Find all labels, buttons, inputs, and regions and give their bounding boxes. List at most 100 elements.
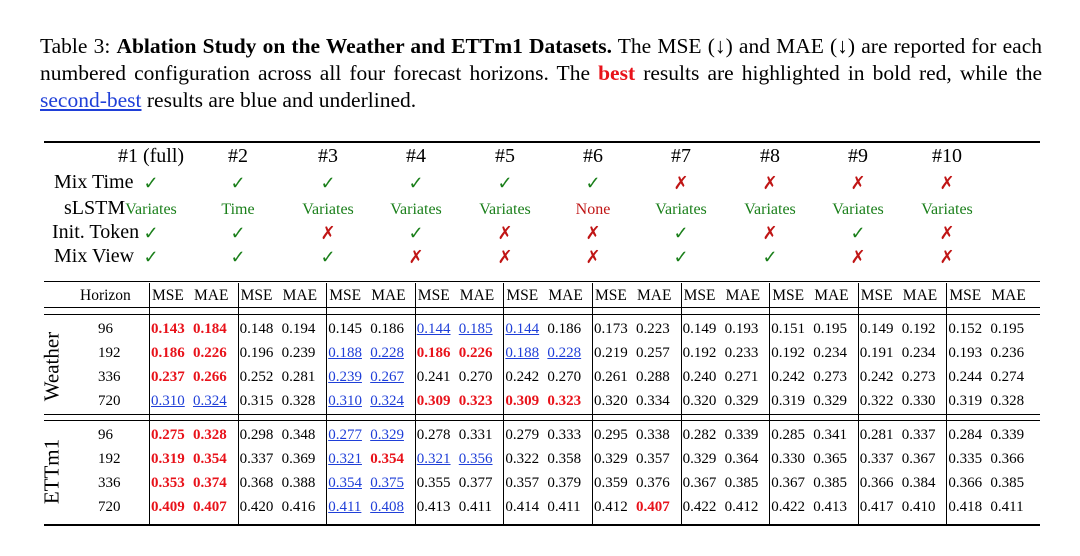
row-label-mix-time: Mix Time — [54, 171, 134, 193]
config-header-9: #9 — [848, 145, 868, 167]
value-cell: 0.144 — [416, 321, 451, 337]
mix-view-mark-4: ✗ — [408, 247, 424, 267]
group-rule-2 — [44, 420, 1040, 421]
config-header-10: #10 — [932, 145, 962, 167]
group-label-weather: Weather — [39, 331, 64, 402]
value-cell: 0.328 — [193, 427, 227, 443]
caption-second-best-link[interactable]: second-best — [40, 88, 142, 112]
value-cell: 0.185 — [458, 321, 493, 337]
value-cell: 0.184 — [193, 321, 227, 337]
value-cell: 0.408 — [370, 499, 404, 515]
value-cell: 0.328 — [281, 393, 316, 409]
init-token-mark-6: ✗ — [585, 223, 601, 243]
config-header-4: #4 — [406, 145, 426, 167]
value-cell: 0.266 — [193, 369, 227, 385]
value-cell: 0.358 — [547, 451, 582, 467]
value-cell: 0.414 — [505, 499, 540, 515]
value-cell: 0.143 — [151, 321, 185, 337]
horizon-ettm1-192: 192 — [98, 451, 121, 467]
value-cell: 0.219 — [594, 345, 628, 361]
column-divider — [149, 283, 150, 525]
value-cell: 0.348 — [281, 427, 316, 443]
value-cell: 0.234 — [901, 345, 936, 361]
value-cell: 0.234 — [813, 345, 847, 361]
value-cell: 0.359 — [594, 475, 628, 491]
slstm-value-10: Variates — [921, 201, 973, 218]
value-cell: 0.324 — [370, 393, 404, 409]
horizon-ettm1-336: 336 — [98, 475, 121, 491]
value-cell: 0.319 — [151, 451, 185, 467]
caption-text-3: results are blue and underlined. — [141, 88, 417, 112]
value-cell: 0.337 — [901, 427, 936, 443]
value-cell: 0.411 — [547, 499, 581, 515]
caption-title: Ablation Study on the Weather and ETTm1 … — [116, 34, 613, 58]
value-cell: 0.417 — [859, 499, 894, 515]
value-cell: 0.322 — [505, 451, 540, 467]
value-cell: 0.149 — [682, 321, 717, 337]
value-cell: 0.310 — [151, 393, 185, 409]
value-cell: 0.284 — [948, 427, 983, 443]
value-cell: 0.188 — [505, 345, 540, 361]
horizon-ettm1-720: 720 — [98, 499, 121, 515]
value-cell: 0.329 — [682, 451, 717, 467]
value-cell: 0.149 — [859, 321, 894, 337]
slstm-value-1: Variates — [125, 201, 177, 218]
value-cell: 0.339 — [724, 427, 759, 443]
value-cell: 0.242 — [859, 369, 894, 385]
value-cell: 0.409 — [151, 499, 185, 515]
value-cell: 0.411 — [458, 499, 492, 515]
metric-rule-2 — [44, 314, 1040, 315]
column-divider — [946, 283, 948, 525]
value-cell: 0.335 — [948, 451, 983, 467]
mse-header-1: MSE — [152, 287, 184, 304]
horizon-weather-720: 720 — [98, 393, 121, 409]
mix-time-mark-9: ✗ — [850, 173, 866, 193]
mse-header-5: MSE — [506, 287, 539, 304]
row-label-horizon: Horizon — [80, 287, 131, 304]
value-cell: 0.152 — [948, 321, 983, 337]
value-cell: 0.239 — [328, 369, 362, 385]
value-cell: 0.271 — [724, 369, 759, 385]
value-cell: 0.376 — [636, 475, 670, 491]
value-cell: 0.388 — [281, 475, 316, 491]
init-token-mark-8: ✗ — [762, 223, 778, 243]
mae-header-1: MAE — [194, 287, 229, 304]
value-cell: 0.366 — [859, 475, 894, 491]
value-cell: 0.186 — [547, 321, 582, 337]
value-cell: 0.228 — [370, 345, 404, 361]
value-cell: 0.366 — [948, 475, 983, 491]
mse-header-8: MSE — [772, 287, 805, 304]
value-cell: 0.145 — [328, 321, 362, 337]
value-cell: 0.321 — [328, 451, 362, 467]
mix-time-mark-3: ✓ — [320, 173, 336, 193]
value-cell: 0.385 — [990, 475, 1025, 491]
value-cell: 0.357 — [505, 475, 540, 491]
value-cell: 0.330 — [901, 393, 936, 409]
slstm-value-6: None — [575, 201, 611, 218]
value-cell: 0.195 — [990, 321, 1025, 337]
value-cell: 0.341 — [813, 427, 847, 443]
value-cell: 0.353 — [151, 475, 185, 491]
value-cell: 0.364 — [724, 451, 759, 467]
horizon-weather-192: 192 — [98, 345, 121, 361]
config-header-1: #1 (full) — [117, 145, 185, 167]
mix-time-mark-4: ✓ — [408, 173, 424, 193]
init-token-mark-4: ✓ — [408, 223, 424, 243]
value-cell: 0.226 — [458, 345, 493, 361]
value-cell: 0.422 — [771, 499, 805, 515]
value-cell: 0.273 — [901, 369, 936, 385]
value-cell: 0.320 — [682, 393, 717, 409]
mix-time-mark-10: ✗ — [939, 173, 955, 193]
column-divider — [237, 283, 239, 525]
value-cell: 0.385 — [813, 475, 847, 491]
mse-header-7: MSE — [683, 287, 716, 304]
value-cell: 0.354 — [370, 451, 404, 467]
init-token-mark-1: ✓ — [143, 223, 159, 243]
value-cell: 0.309 — [416, 393, 451, 409]
value-cell: 0.323 — [547, 393, 582, 409]
value-cell: 0.233 — [724, 345, 759, 361]
value-cell: 0.329 — [594, 451, 628, 467]
slstm-value-8: Variates — [744, 201, 796, 218]
value-cell: 0.375 — [370, 475, 404, 491]
bottom-rule — [44, 524, 1040, 526]
